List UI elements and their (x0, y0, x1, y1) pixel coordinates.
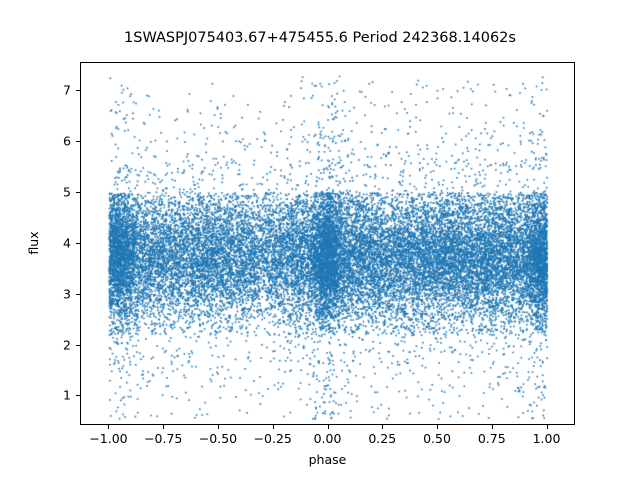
x-tick-mark (108, 425, 109, 429)
y-tick-label: 1 (63, 387, 71, 403)
y-tick-mark (76, 294, 80, 295)
x-tick-mark (547, 425, 548, 429)
x-tick-label: −0.50 (198, 431, 238, 446)
y-tick-label: 6 (63, 133, 71, 149)
x-tick-mark (163, 425, 164, 429)
x-tick-mark (437, 425, 438, 429)
scatter-plot-canvas (81, 63, 574, 424)
plot-axes (80, 62, 575, 425)
y-tick-mark (76, 90, 80, 91)
y-tick-label: 4 (63, 235, 71, 251)
x-tick-label: −0.75 (144, 431, 183, 446)
x-tick-label: 0.75 (477, 431, 506, 446)
y-tick-mark (76, 345, 80, 346)
y-tick-label: 7 (63, 82, 71, 98)
page-title: 1SWASPJ075403.67+475455.6 Period 242368.… (124, 30, 516, 46)
x-tick-label: −1.00 (89, 431, 128, 446)
x-tick-mark (328, 425, 329, 429)
x-tick-label: −0.25 (253, 431, 292, 446)
y-tick-mark (76, 243, 80, 244)
y-tick-label: 2 (63, 337, 71, 353)
x-tick-label: 0.50 (423, 431, 451, 446)
x-tick-mark (382, 425, 383, 429)
y-tick-mark (76, 192, 80, 193)
x-tick-mark (218, 425, 219, 429)
y-tick-label: 3 (63, 286, 71, 302)
x-tick-mark (492, 425, 493, 429)
x-tick-mark (273, 425, 274, 429)
x-tick-label: 0.25 (368, 431, 397, 446)
x-tick-label: 1.00 (532, 431, 561, 446)
y-axis-label: flux (26, 231, 41, 255)
y-tick-mark (76, 395, 80, 396)
x-axis-label: phase (308, 452, 347, 467)
x-tick-label: 0.00 (313, 431, 342, 446)
y-tick-label: 5 (63, 184, 71, 200)
y-tick-mark (76, 141, 80, 142)
